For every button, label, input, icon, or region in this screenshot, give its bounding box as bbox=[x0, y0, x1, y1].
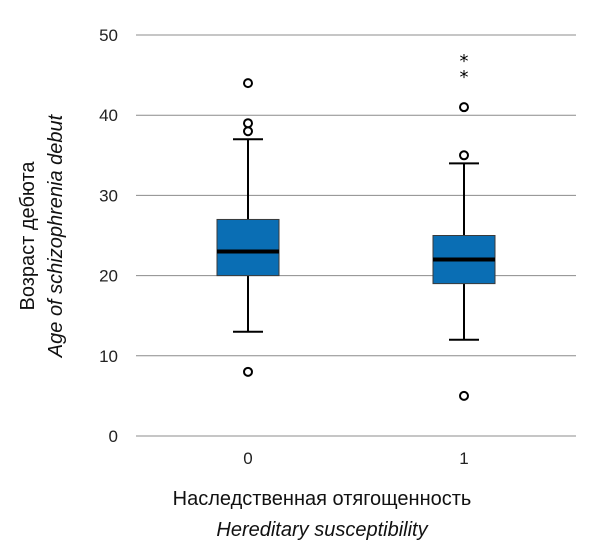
outlier-point bbox=[459, 150, 469, 161]
grid-lines bbox=[136, 34, 576, 437]
y-axis-title-en: Age of schizophrenia debut bbox=[45, 113, 67, 358]
x-axis-title-en: Hereditary susceptibility bbox=[216, 519, 428, 541]
y-tick-label-30: 30 bbox=[99, 186, 118, 205]
y-tick-label-10: 10 bbox=[99, 347, 118, 366]
y-tick-label-40: 40 bbox=[99, 106, 118, 125]
box-series: ** bbox=[216, 51, 496, 401]
y-tick-label-0: 0 bbox=[109, 427, 118, 446]
x-axis-title: Наследственная отягощенность bbox=[173, 488, 472, 510]
extreme-point: * bbox=[460, 51, 469, 72]
x-tick-label-0: 0 bbox=[243, 449, 252, 468]
outlier-point bbox=[243, 118, 253, 129]
outlier-point bbox=[459, 102, 469, 113]
outlier-point bbox=[243, 366, 253, 377]
box-group-0 bbox=[216, 78, 280, 377]
y-tick-label-20: 20 bbox=[99, 267, 118, 286]
box-iqr bbox=[216, 218, 280, 277]
outlier-point bbox=[459, 390, 469, 401]
extreme-point: * bbox=[460, 67, 469, 88]
y-axis-title: Возраст дебюта bbox=[17, 161, 39, 311]
outlier-point bbox=[243, 126, 253, 137]
y-tick-labels: 0 10 20 30 40 50 bbox=[99, 26, 118, 446]
box-group-1: ** bbox=[432, 51, 496, 401]
x-tick-label-1: 1 bbox=[459, 449, 468, 468]
outlier-point bbox=[243, 78, 253, 89]
y-tick-label-50: 50 bbox=[99, 26, 118, 45]
